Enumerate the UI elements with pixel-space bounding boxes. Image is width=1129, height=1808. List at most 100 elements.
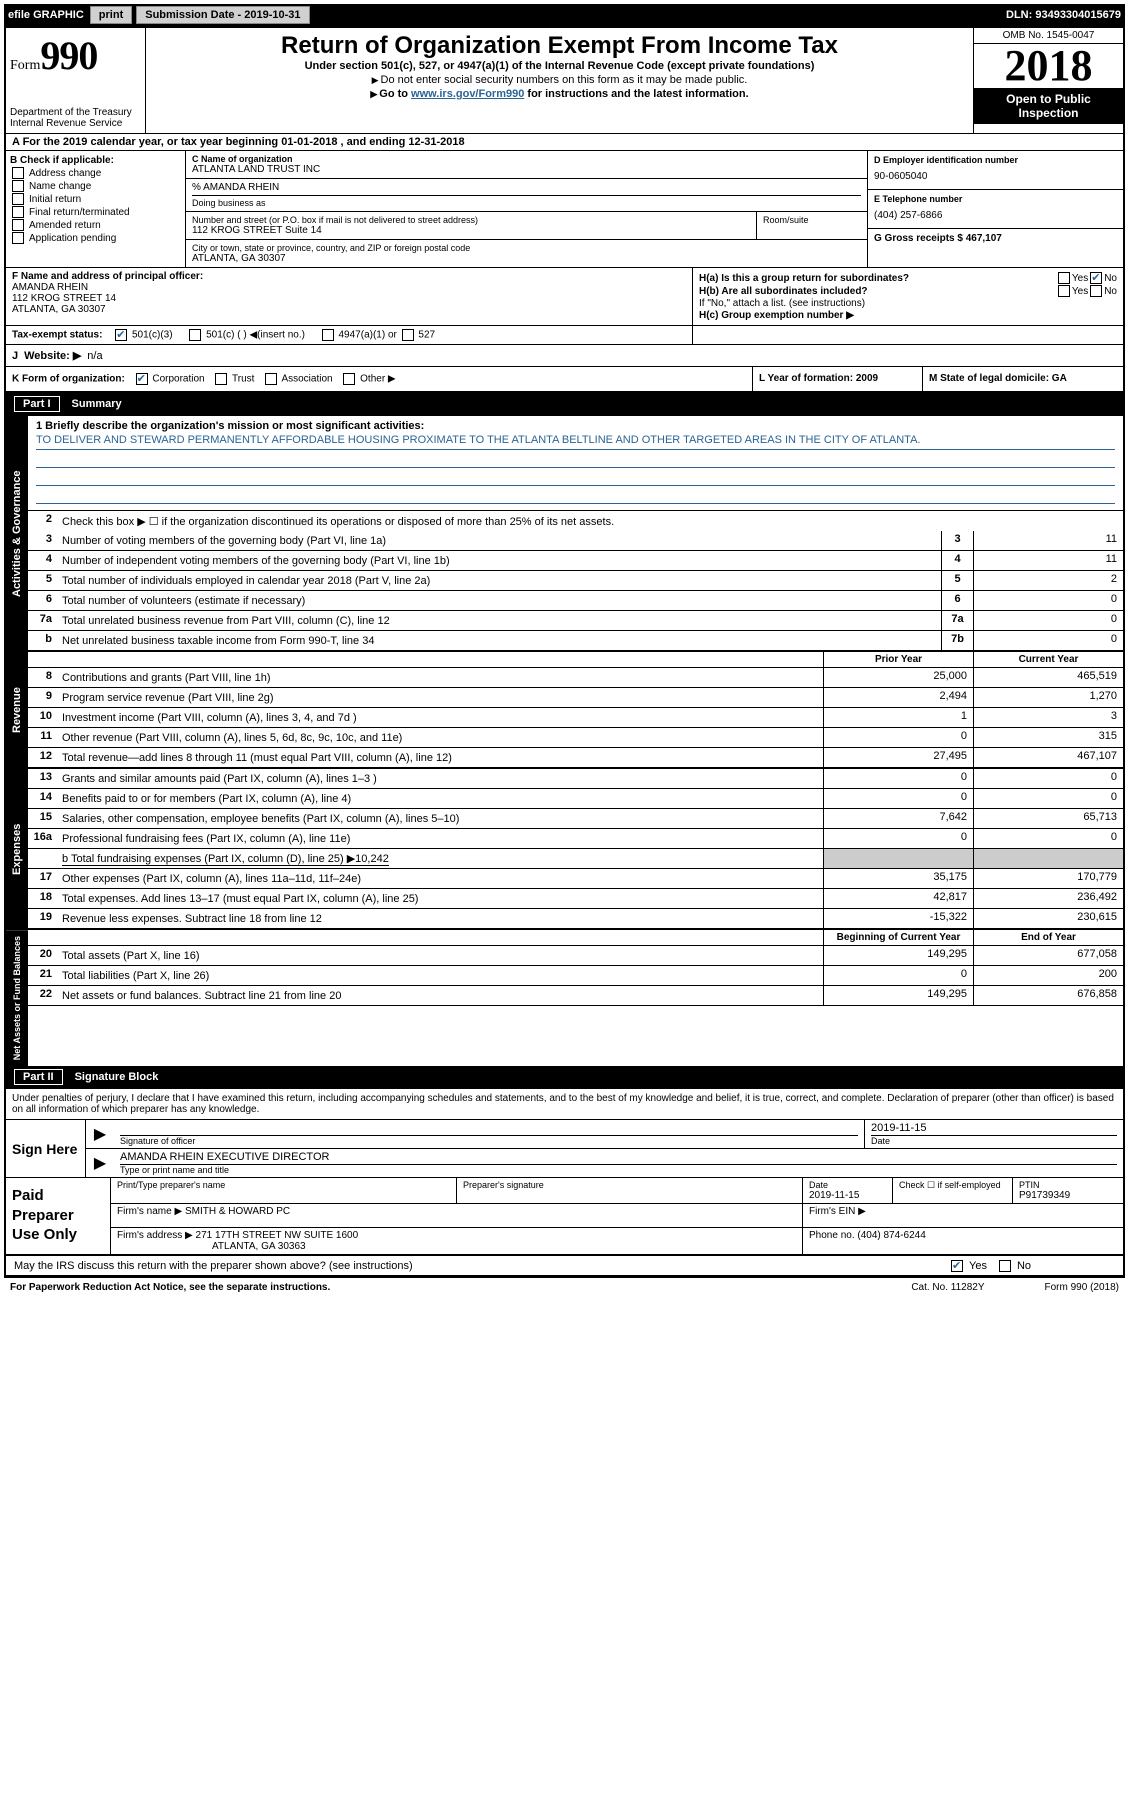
col-h-group: H(a) Is this a group return for subordin…	[693, 268, 1123, 325]
firm-phone: Phone no. (404) 874-6244	[809, 1230, 1117, 1241]
dln-label: DLN: 93493304015679	[1002, 9, 1125, 21]
discuss-yes[interactable]	[951, 1260, 963, 1272]
gross-receipts: G Gross receipts $ 467,107	[874, 233, 1117, 244]
title-center: Return of Organization Exempt From Incom…	[146, 28, 973, 133]
org-city: ATLANTA, GA 30307	[192, 253, 861, 264]
ha-yes[interactable]	[1058, 272, 1070, 284]
table-row: 21Total liabilities (Part X, line 26)020…	[28, 966, 1123, 986]
line-16b: b Total fundraising expenses (Part IX, c…	[28, 849, 1123, 869]
discuss-no[interactable]	[999, 1260, 1011, 1272]
part1-header: Part I Summary	[6, 393, 1123, 416]
row-i-tax-status: Tax-exempt status: 501(c)(3) 501(c) ( ) …	[6, 326, 693, 344]
activities-vlabel: Activities & Governance	[6, 416, 28, 651]
section-i-h-below: Tax-exempt status: 501(c)(3) 501(c) ( ) …	[6, 326, 1123, 345]
org-street: 112 KROG STREET Suite 14	[192, 225, 750, 236]
chk-trust[interactable]	[215, 373, 227, 385]
table-row: 15Salaries, other compensation, employee…	[28, 809, 1123, 829]
section-b-through-g: B Check if applicable: Address change Na…	[6, 151, 1123, 268]
chk-assoc[interactable]	[265, 373, 277, 385]
table-row: 8Contributions and grants (Part VIII, li…	[28, 668, 1123, 688]
form-ref: Form 990 (2018)	[1045, 1282, 1119, 1293]
sign-arrow-icon: ▶	[86, 1149, 114, 1177]
table-row: 14Benefits paid to or for members (Part …	[28, 789, 1123, 809]
prior-current-header: Prior Year Current Year	[28, 652, 1123, 668]
cat-no: Cat. No. 11282Y	[911, 1282, 984, 1293]
efile-header-bar: efile GRAPHIC print Submission Date - 20…	[4, 4, 1125, 26]
hb-no[interactable]	[1090, 285, 1102, 297]
tax-year: 2018	[974, 44, 1123, 88]
ptin-value: P91739349	[1019, 1190, 1117, 1201]
row-l-year: L Year of formation: 2009	[753, 367, 923, 391]
chk-501c[interactable]	[189, 329, 201, 341]
prep-date: 2019-11-15	[809, 1190, 886, 1201]
paperwork-notice: For Paperwork Reduction Act Notice, see …	[10, 1282, 911, 1293]
col-f-officer: F Name and address of principal officer:…	[6, 268, 693, 325]
sign-here-row: Sign Here ▶ Signature of officer 2019-11…	[6, 1120, 1123, 1178]
website-value: n/a	[87, 350, 102, 362]
chk-4947[interactable]	[322, 329, 334, 341]
title-sub1: Under section 501(c), 527, or 4947(a)(1)…	[152, 60, 967, 72]
officer-name: AMANDA RHEIN	[12, 282, 686, 293]
print-button[interactable]: print	[90, 6, 132, 24]
net-vlabel: Net Assets or Fund Balances	[6, 930, 28, 1066]
firm-addr1: 271 17TH STREET NW SUITE 1600	[196, 1230, 359, 1241]
table-row: 11Other revenue (Part VIII, column (A), …	[28, 728, 1123, 748]
form990-link[interactable]: www.irs.gov/Form990	[411, 88, 524, 100]
ha-no[interactable]	[1090, 272, 1102, 284]
org-name: ATLANTA LAND TRUST INC	[192, 164, 861, 175]
title-right: OMB No. 1545-0047 2018 Open to Public In…	[973, 28, 1123, 133]
table-row: 5Total number of individuals employed in…	[28, 571, 1123, 591]
submission-date-button[interactable]: Submission Date - 2019-10-31	[136, 6, 309, 24]
discuss-row: May the IRS discuss this return with the…	[6, 1256, 1123, 1276]
chk-other[interactable]	[343, 373, 355, 385]
sign-arrow-icon: ▶	[86, 1120, 114, 1148]
form-body: Form990 Department of the Treasury Inter…	[4, 26, 1125, 1278]
col-d-e-g: D Employer identification number 90-0605…	[868, 151, 1123, 267]
care-of: % AMANDA RHEIN	[192, 182, 861, 196]
col-c-org-info: C Name of organization ATLANTA LAND TRUS…	[186, 151, 868, 267]
beg-end-header: Beginning of Current Year End of Year	[28, 930, 1123, 946]
row-m-state: M State of legal domicile: GA	[923, 367, 1123, 391]
chk-initial-return: Initial return	[10, 193, 181, 205]
hb-yes[interactable]	[1058, 285, 1070, 297]
chk-app-pending: Application pending	[10, 232, 181, 244]
table-row: 3Number of voting members of the governi…	[28, 531, 1123, 551]
line2-text: Check this box ▶ ☐ if the organization d…	[58, 511, 1123, 531]
title-row: Form990 Department of the Treasury Inter…	[6, 28, 1123, 134]
signature-declaration: Under penalties of perjury, I declare th…	[6, 1089, 1123, 1120]
table-row: 17Other expenses (Part IX, column (A), l…	[28, 869, 1123, 889]
expenses-vlabel: Expenses	[6, 769, 28, 929]
table-row: 22Net assets or fund balances. Subtract …	[28, 986, 1123, 1006]
table-row: 18Total expenses. Add lines 13–17 (must …	[28, 889, 1123, 909]
firm-addr2: ATLANTA, GA 30363	[117, 1241, 796, 1252]
net-assets-section: Net Assets or Fund Balances Beginning of…	[6, 929, 1123, 1066]
efile-label: efile GRAPHIC	[4, 9, 88, 21]
table-row: 6Total number of volunteers (estimate if…	[28, 591, 1123, 611]
row-klm: K Form of organization: Corporation Trus…	[6, 367, 1123, 393]
chk-final-return: Final return/terminated	[10, 206, 181, 218]
chk-527[interactable]	[402, 329, 414, 341]
expenses-section: Expenses 13Grants and similar amounts pa…	[6, 768, 1123, 929]
table-row: bNet unrelated business taxable income f…	[28, 631, 1123, 651]
sig-date: 2019-11-15	[871, 1122, 1117, 1136]
chk-address-change: Address change	[10, 167, 181, 179]
title-sub2: Do not enter social security numbers on …	[152, 74, 967, 86]
mission-text: TO DELIVER AND STEWARD PERMANENTLY AFFOR…	[36, 434, 1115, 450]
chk-amended: Amended return	[10, 219, 181, 231]
chk-corp[interactable]	[136, 373, 148, 385]
table-row: 20Total assets (Part X, line 16)149,2956…	[28, 946, 1123, 966]
table-row: 4Number of independent voting members of…	[28, 551, 1123, 571]
revenue-section: Revenue Prior Year Current Year 8Contrib…	[6, 651, 1123, 768]
table-row: 13Grants and similar amounts paid (Part …	[28, 769, 1123, 789]
table-row: 19Revenue less expenses. Subtract line 1…	[28, 909, 1123, 929]
firm-name: SMITH & HOWARD PC	[185, 1206, 290, 1217]
activities-section: Activities & Governance 1 Briefly descri…	[6, 416, 1123, 651]
form-title: Return of Organization Exempt From Incom…	[152, 32, 967, 60]
table-row: 12Total revenue—add lines 8 through 11 (…	[28, 748, 1123, 768]
chk-501c3[interactable]	[115, 329, 127, 341]
paid-preparer-row: Paid Preparer Use Only Print/Type prepar…	[6, 1178, 1123, 1256]
chk-name-change: Name change	[10, 180, 181, 192]
row-j-website: J Website: ▶ n/a	[6, 345, 1123, 367]
dept-label: Department of the Treasury Internal Reve…	[10, 107, 141, 129]
table-row: 7aTotal unrelated business revenue from …	[28, 611, 1123, 631]
